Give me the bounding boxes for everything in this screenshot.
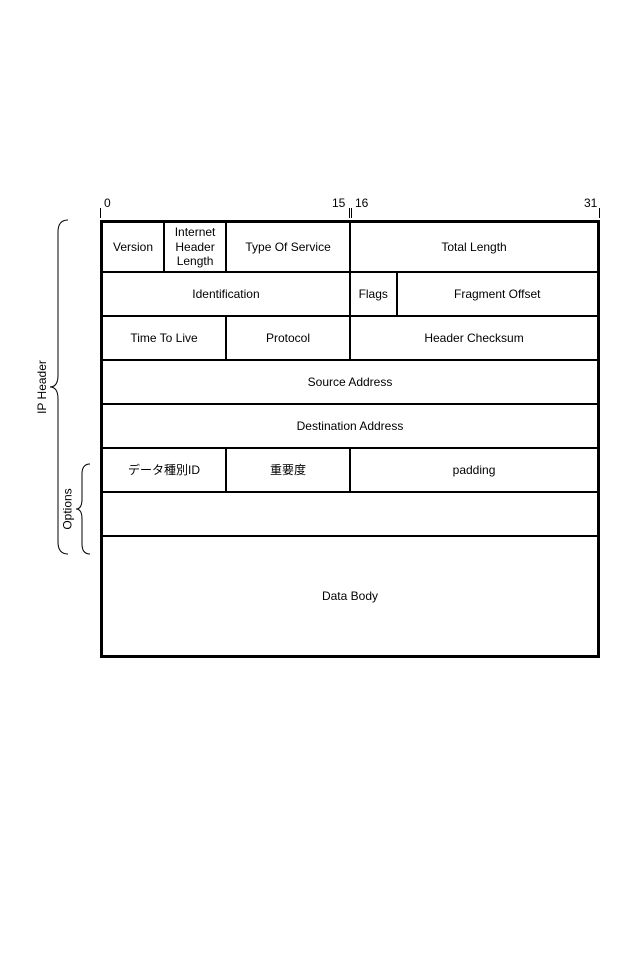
packet-row: Source Address bbox=[102, 360, 598, 404]
packet-cell bbox=[102, 492, 598, 536]
packet-diagram: 0 15 16 31 VersionInternet Header Length… bbox=[100, 200, 600, 658]
packet-row: Destination Address bbox=[102, 404, 598, 448]
scale-31: 31 bbox=[584, 196, 597, 210]
packet-cell: Version bbox=[102, 222, 164, 272]
packet-table: VersionInternet Header LengthType Of Ser… bbox=[100, 220, 600, 658]
bit-scale: 0 15 16 31 bbox=[100, 200, 600, 220]
packet-row: Time To LiveProtocolHeader Checksum bbox=[102, 316, 598, 360]
packet-cell: Type Of Service bbox=[226, 222, 350, 272]
packet-cell: Time To Live bbox=[102, 316, 226, 360]
scale-16: 16 bbox=[355, 196, 368, 210]
ip-header-label: IP Header bbox=[35, 360, 49, 414]
packet-cell: Destination Address bbox=[102, 404, 598, 448]
packet-row bbox=[102, 492, 598, 536]
packet-cell: Protocol bbox=[226, 316, 350, 360]
packet-cell: データ種別ID bbox=[102, 448, 226, 492]
packet-cell: Header Checksum bbox=[350, 316, 598, 360]
packet-cell: Identification bbox=[102, 272, 350, 316]
packet-cell: Source Address bbox=[102, 360, 598, 404]
packet-row: IdentificationFlagsFragment Offset bbox=[102, 272, 598, 316]
packet-cell: Data Body bbox=[102, 536, 598, 656]
packet-cell: 重要度 bbox=[226, 448, 350, 492]
packet-cell: padding bbox=[350, 448, 598, 492]
packet-cell: Internet Header Length bbox=[164, 222, 226, 272]
scale-0: 0 bbox=[104, 196, 111, 210]
packet-cell: Flags bbox=[350, 272, 397, 316]
packet-cell: Fragment Offset bbox=[397, 272, 598, 316]
options-label: Options bbox=[61, 488, 75, 529]
packet-cell: Total Length bbox=[350, 222, 598, 272]
packet-row: データ種別ID重要度padding bbox=[102, 448, 598, 492]
packet-row: VersionInternet Header LengthType Of Ser… bbox=[102, 222, 598, 272]
options-brace bbox=[76, 464, 92, 554]
packet-row: Data Body bbox=[102, 536, 598, 656]
scale-15: 15 bbox=[332, 196, 345, 210]
